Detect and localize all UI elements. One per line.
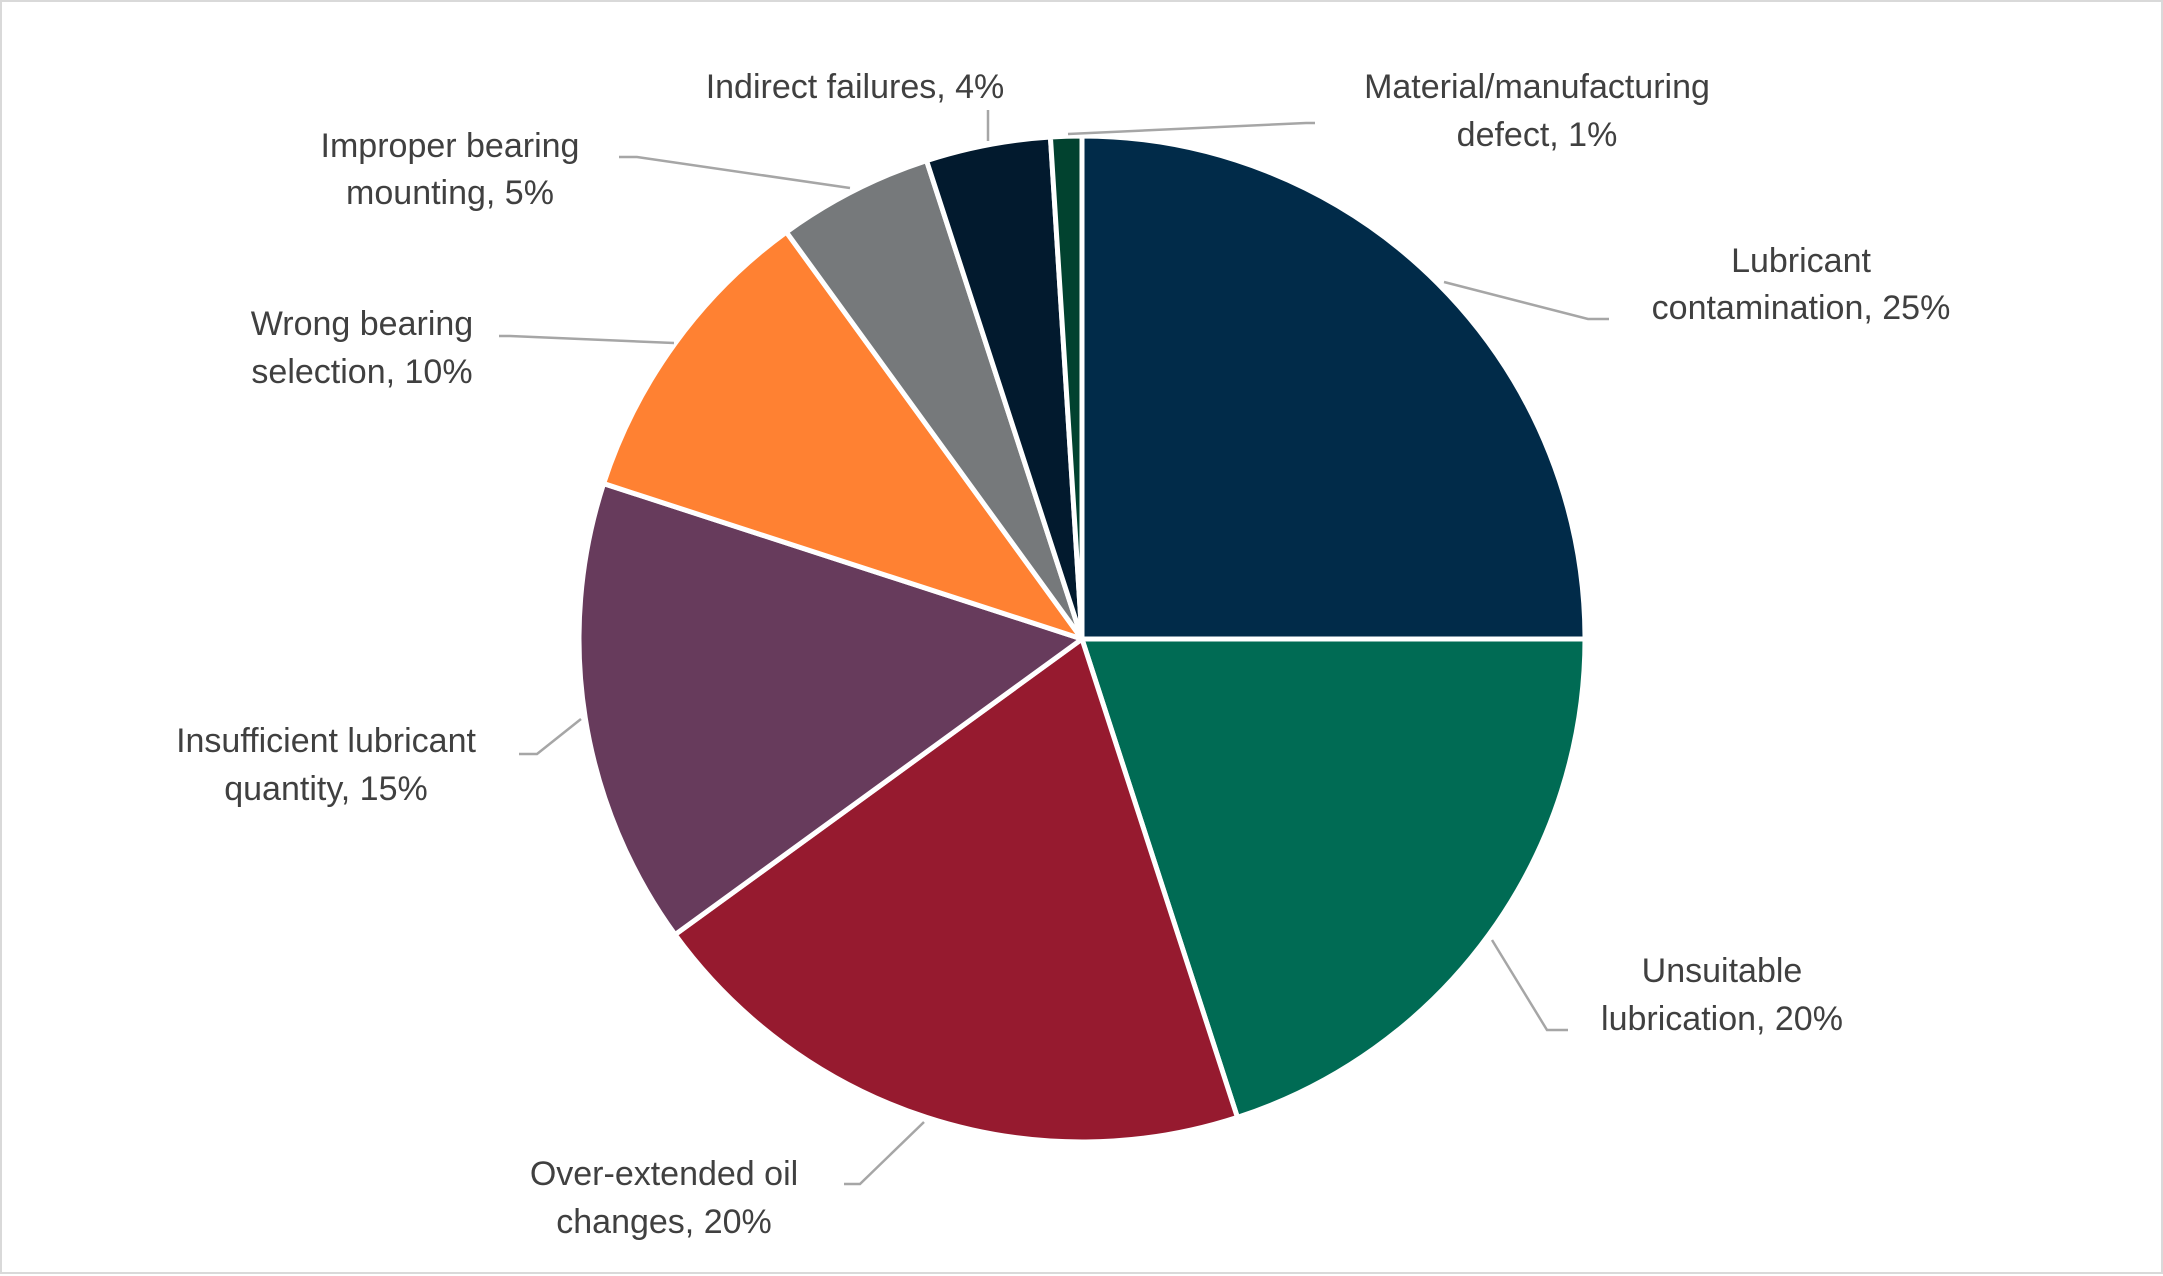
leader-line <box>519 718 582 756</box>
pie-slice <box>1079 636 1588 1120</box>
data-label: Lubricant <box>1731 242 1871 280</box>
leader-line <box>1067 121 1315 136</box>
data-label: Improper bearing <box>321 127 580 165</box>
leader-line <box>844 1121 925 1186</box>
data-label: Material/manufacturing <box>1364 68 1710 106</box>
leader-line <box>1443 280 1609 321</box>
data-label: contamination, 25% <box>1652 289 1951 327</box>
data-label: quantity, 15% <box>224 770 428 808</box>
data-label: defect, 1% <box>1457 116 1618 154</box>
pie-slice <box>1079 133 1588 642</box>
pie-slice <box>783 158 1085 642</box>
pie-slice <box>601 229 1085 642</box>
data-label: mounting, 5% <box>346 174 554 212</box>
data-label: lubrication, 20% <box>1601 1000 1843 1038</box>
data-label: selection, 10% <box>251 353 472 391</box>
leader-line <box>1490 939 1568 1032</box>
pie-slice <box>1047 133 1085 642</box>
pie-slice <box>672 636 1240 1145</box>
pie-slice <box>576 481 1085 938</box>
data-label: Indirect failures, 4% <box>706 68 1005 106</box>
data-label: Wrong bearing <box>251 305 473 343</box>
data-label: Unsuitable <box>1642 952 1803 990</box>
leader-line <box>619 155 851 190</box>
data-label: Over-extended oil <box>530 1155 798 1193</box>
data-label: changes, 20% <box>556 1203 772 1241</box>
leader-line <box>499 334 675 345</box>
data-label: Insufficient lubricant <box>176 722 476 760</box>
